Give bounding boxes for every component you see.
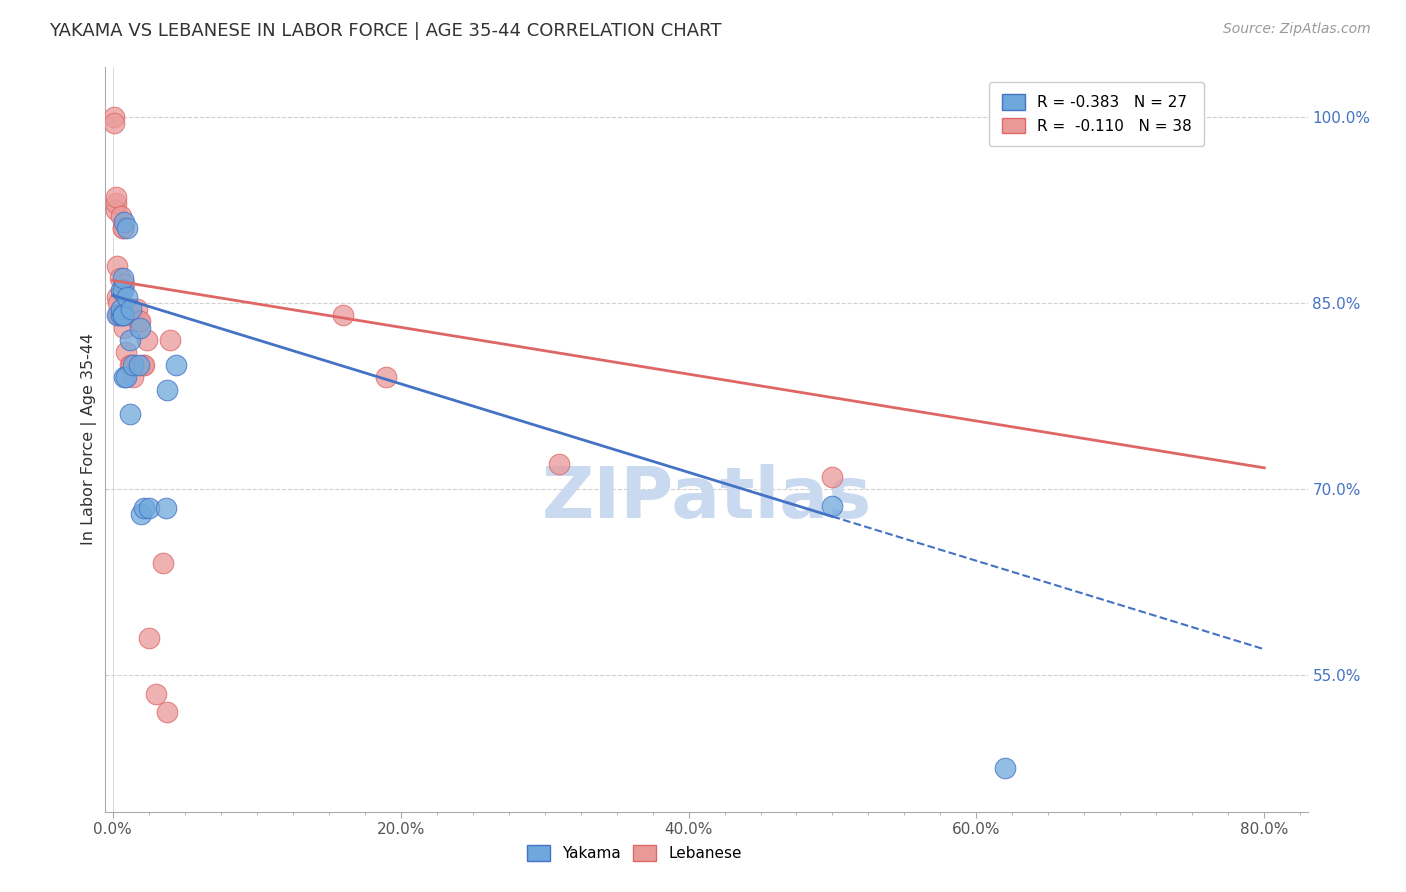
Point xyxy=(128,358,150,372)
Text: ZIPatlas: ZIPatlas xyxy=(541,465,872,533)
Point xyxy=(156,383,179,397)
Point xyxy=(332,308,354,322)
Point xyxy=(152,557,174,571)
Point xyxy=(145,687,167,701)
Point xyxy=(129,314,152,328)
Point xyxy=(111,271,134,285)
Point xyxy=(103,110,125,124)
Point xyxy=(104,196,127,211)
Point xyxy=(111,308,134,322)
Point xyxy=(108,271,131,285)
Point xyxy=(104,202,127,217)
Point xyxy=(112,370,135,384)
Point xyxy=(821,469,844,483)
Point xyxy=(105,308,128,322)
Text: YAKAMA VS LEBANESE IN LABOR FORCE | AGE 35-44 CORRELATION CHART: YAKAMA VS LEBANESE IN LABOR FORCE | AGE … xyxy=(49,22,721,40)
Point xyxy=(134,358,156,372)
Y-axis label: In Labor Force | Age 35-44: In Labor Force | Age 35-44 xyxy=(82,334,97,545)
Point xyxy=(120,308,142,322)
Point xyxy=(114,301,136,316)
Point xyxy=(129,320,152,334)
Point xyxy=(134,500,156,515)
Point xyxy=(103,116,125,130)
Point xyxy=(121,370,143,384)
Point xyxy=(156,706,179,720)
Point xyxy=(114,345,136,359)
Point xyxy=(110,209,132,223)
Text: Source: ZipAtlas.com: Source: ZipAtlas.com xyxy=(1223,22,1371,37)
Point xyxy=(107,308,129,322)
Point xyxy=(128,314,150,328)
Point xyxy=(118,408,141,422)
Point xyxy=(111,284,134,298)
Point xyxy=(821,500,844,514)
Point xyxy=(375,370,398,384)
Point xyxy=(155,500,177,515)
Point xyxy=(118,333,141,347)
Point xyxy=(111,221,134,235)
Point xyxy=(120,301,142,316)
Point xyxy=(114,370,136,384)
Point xyxy=(138,631,160,645)
Point xyxy=(131,507,153,521)
Point xyxy=(118,358,141,372)
Point xyxy=(115,301,138,316)
Point xyxy=(110,284,132,298)
Point xyxy=(136,333,159,347)
Point xyxy=(105,259,128,273)
Point xyxy=(127,301,149,316)
Point xyxy=(111,308,134,322)
Point xyxy=(105,289,128,303)
Point xyxy=(111,221,134,235)
Point xyxy=(165,358,187,372)
Point xyxy=(115,289,138,303)
Point xyxy=(159,333,181,347)
Point xyxy=(108,308,131,322)
Point xyxy=(104,190,127,204)
Point xyxy=(138,500,160,515)
Point xyxy=(121,358,143,372)
Point xyxy=(994,761,1017,775)
Point xyxy=(548,457,571,471)
Point xyxy=(132,358,155,372)
Point xyxy=(115,221,138,235)
Point xyxy=(112,215,135,229)
Point xyxy=(120,358,142,372)
Point xyxy=(107,295,129,310)
Point xyxy=(112,277,135,292)
Point xyxy=(110,308,132,322)
Point xyxy=(112,320,135,334)
Point xyxy=(110,301,132,316)
Legend: Yakama, Lebanese: Yakama, Lebanese xyxy=(520,839,748,867)
